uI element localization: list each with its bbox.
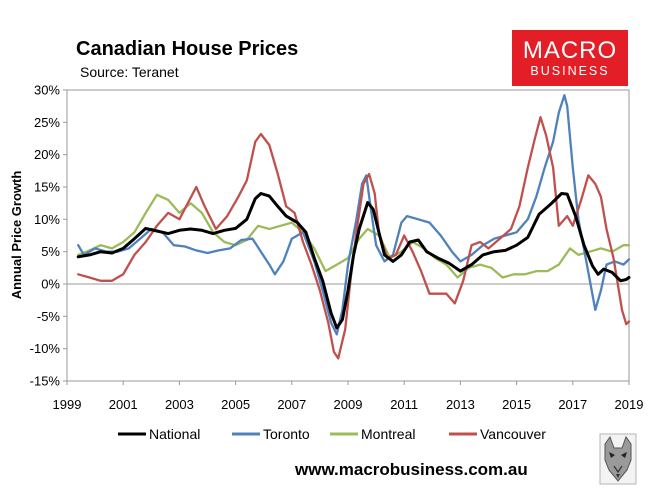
legend: National Toronto Montreal Vancouver xyxy=(118,426,546,442)
x-tick-label: 2013 xyxy=(446,397,475,412)
y-tick-label: 20% xyxy=(34,147,60,162)
x-tick-label: 2001 xyxy=(109,397,138,412)
x-tick-label: 2017 xyxy=(558,397,587,412)
y-tick-label: 30% xyxy=(34,83,60,98)
y-axis: 30% 25% 20% 15% 10% 5% 0% -5% -10% -15% xyxy=(30,83,67,389)
y-tick-label: -10% xyxy=(30,341,61,356)
wolf-logo-icon xyxy=(599,433,637,485)
y-tick-label: 25% xyxy=(34,115,60,130)
x-tick-label: 2019 xyxy=(615,397,644,412)
series-line-toronto xyxy=(77,94,631,336)
x-tick-label: 2003 xyxy=(165,397,194,412)
logo-line-2: BUSINESS xyxy=(530,64,609,78)
website-url: www.macrobusiness.com.au xyxy=(294,460,528,479)
x-tick-label: 2009 xyxy=(334,397,363,412)
x-axis: 1999 2001 2003 2005 2007 2009 2011 2013 2015 2017… xyxy=(53,381,644,412)
y-tick-label: -5% xyxy=(37,309,61,324)
x-tick-label: 2015 xyxy=(502,397,531,412)
y-axis-label: Annual Price Growth xyxy=(9,171,24,300)
chart-subtitle: Source: Teranet xyxy=(80,64,179,80)
chart-title: Canadian House Prices xyxy=(76,38,298,60)
series-line-montreal xyxy=(77,193,631,279)
legend-label-vancouver: Vancouver xyxy=(480,426,546,442)
y-tick-label: -15% xyxy=(30,374,61,389)
y-tick-label: 0% xyxy=(41,277,60,292)
x-tick-label: 2005 xyxy=(221,397,250,412)
series-line-vancouver xyxy=(77,116,631,360)
x-tick-label: 2007 xyxy=(277,397,306,412)
legend-label-toronto: Toronto xyxy=(263,426,310,442)
y-tick-label: 5% xyxy=(41,244,60,259)
legend-label-montreal: Montreal xyxy=(361,426,415,442)
y-tick-label: 10% xyxy=(34,212,60,227)
x-tick-label: 2011 xyxy=(390,397,418,412)
logo-line-1: MACRO xyxy=(523,37,617,64)
x-tick-label: 1999 xyxy=(53,397,82,412)
logo-background xyxy=(512,30,628,86)
y-tick-label: 15% xyxy=(34,180,60,195)
legend-label-national: National xyxy=(149,426,200,442)
series-line-national xyxy=(76,192,631,330)
series-layer xyxy=(76,94,631,360)
macrobusiness-logo: MACRO BUSINESS xyxy=(512,30,628,86)
